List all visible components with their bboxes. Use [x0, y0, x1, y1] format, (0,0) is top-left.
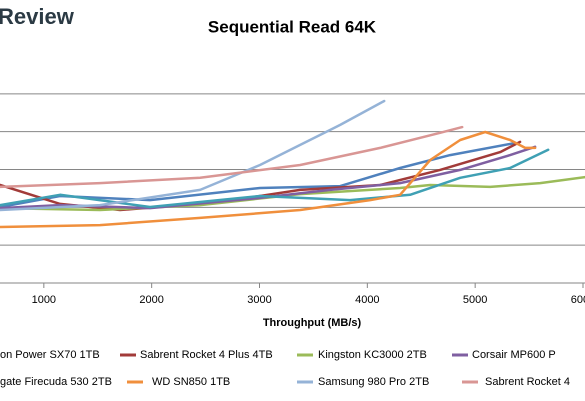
x-tick-label: 5000	[463, 294, 487, 306]
logo: Review	[0, 4, 75, 29]
legend-label: Samsung 980 Pro 2TB	[318, 376, 429, 388]
x-tick-label: 3000	[247, 294, 271, 306]
legend-label: WD SN850 1TB	[152, 376, 230, 388]
series-line	[0, 99, 386, 212]
series-line	[0, 148, 550, 209]
legend-label: on Power SX70 1TB	[0, 349, 100, 361]
x-tick-label: 4000	[355, 294, 379, 306]
x-tick-label: 2000	[139, 294, 163, 306]
x-axis-label: Throughput (MB/s)	[263, 317, 362, 329]
x-tick-label: 6000	[571, 294, 585, 306]
legend-label: Kingston KC3000 2TB	[318, 349, 427, 361]
legend-label: Corsair MP600 P	[472, 349, 556, 361]
series-line	[0, 130, 537, 229]
legend-label: Sabrent Rocket 4	[485, 376, 570, 388]
legend-label: gate Firecuda 530 2TB	[0, 376, 112, 388]
chart-title: Sequential Read 64K	[208, 17, 377, 36]
legend-label: Sabrent Rocket 4 Plus 4TB	[140, 349, 273, 361]
x-tick-label: 1000	[32, 294, 56, 306]
series-line	[0, 125, 464, 189]
